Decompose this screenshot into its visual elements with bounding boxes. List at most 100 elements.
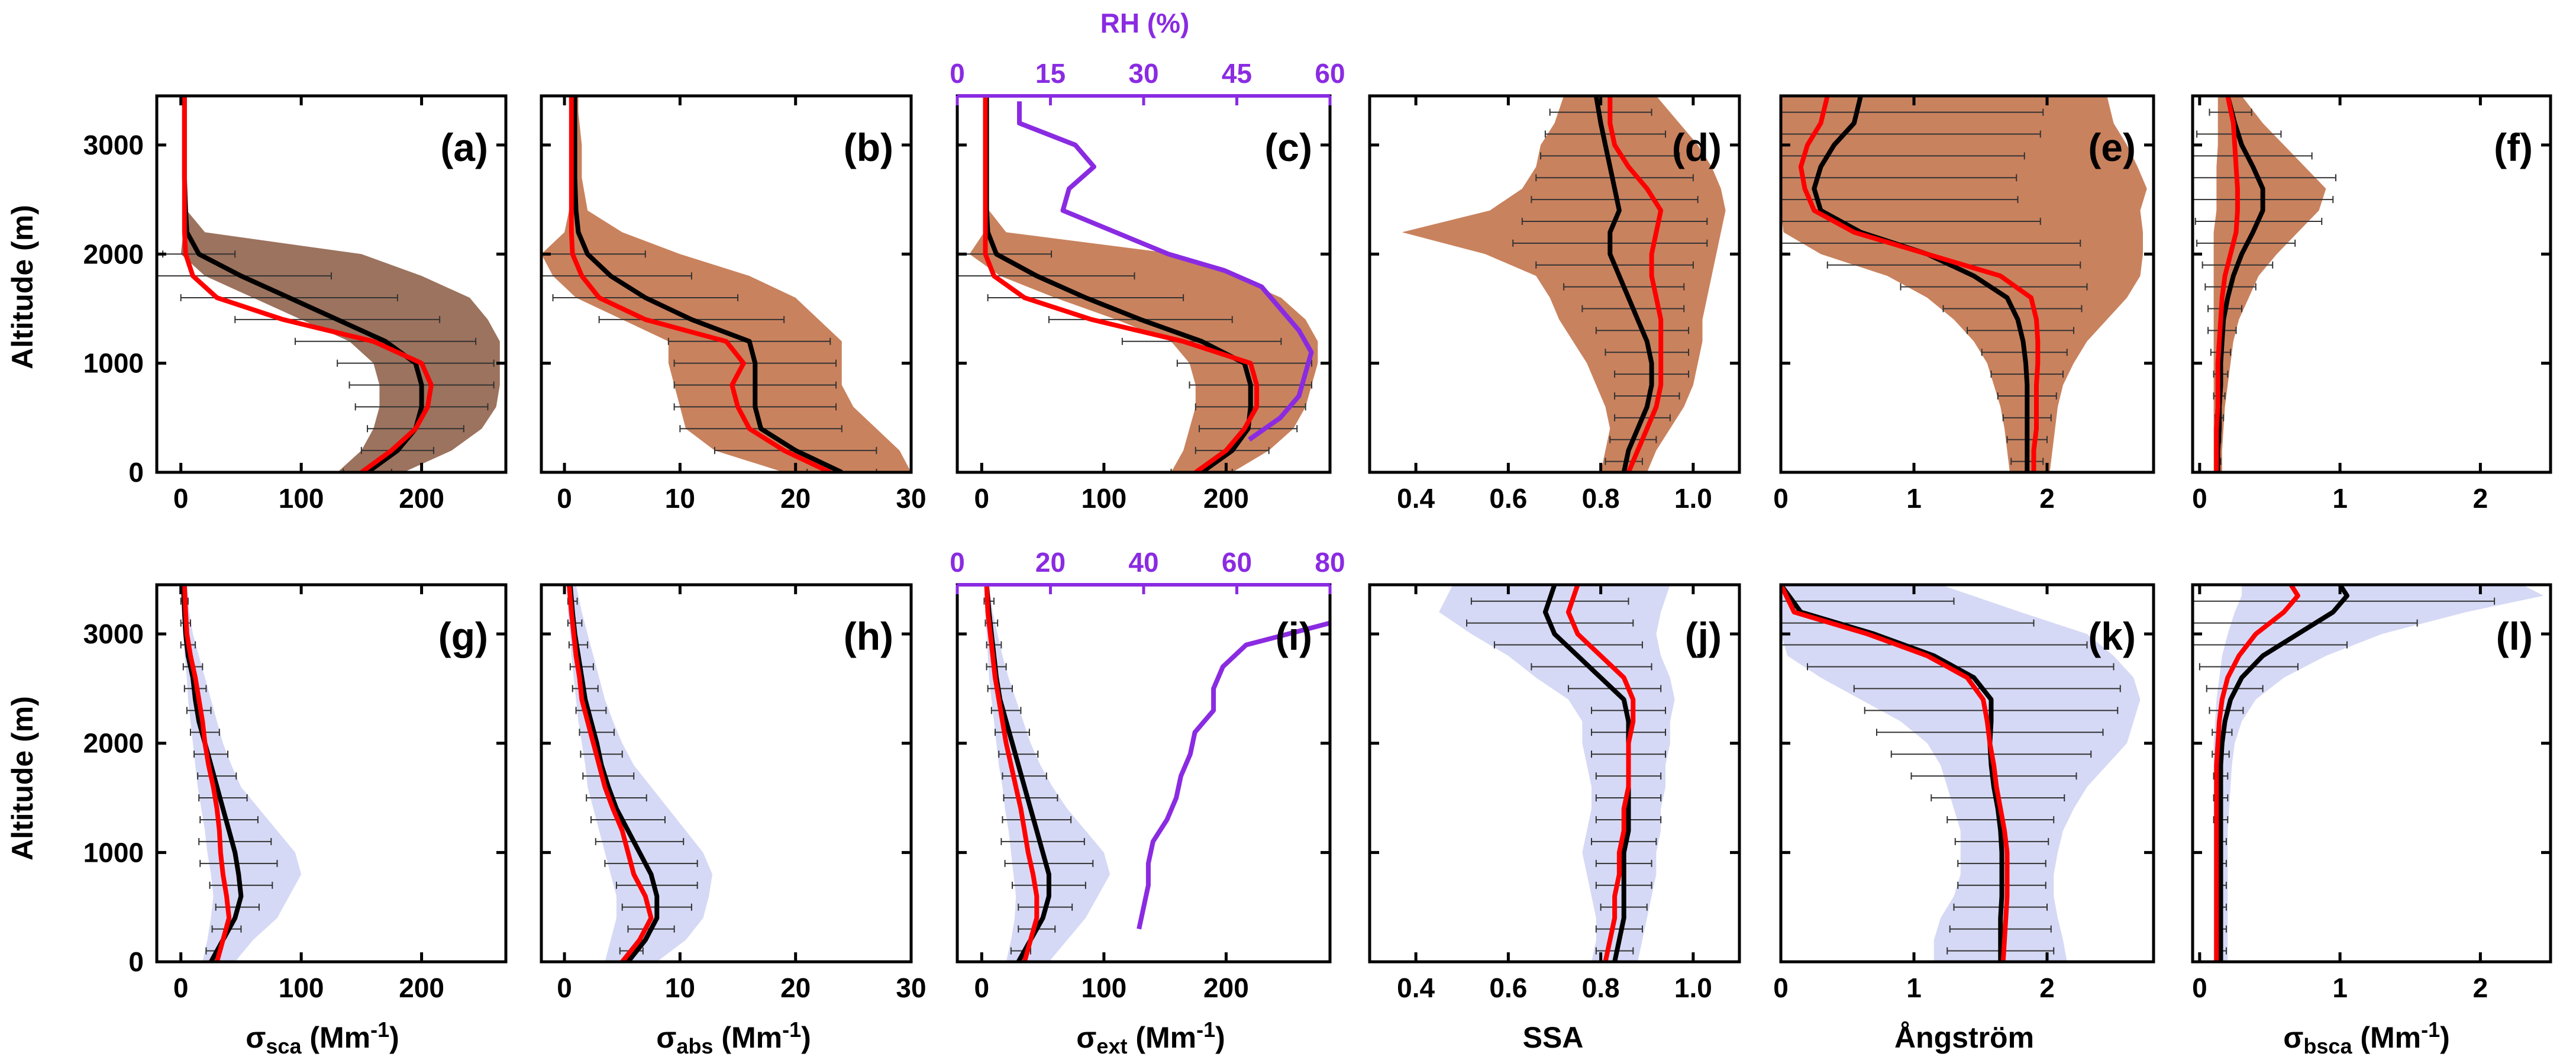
y-tick-label: 0 [128, 946, 144, 977]
plot-area [957, 96, 1318, 472]
plot-area [2193, 96, 2336, 472]
panel-i: 0 100 200 0 20 40 60 80 (i) [950, 547, 1345, 1003]
x-tick-label: 0 [2192, 483, 2207, 514]
rh-tick-label: 30 [1128, 58, 1158, 89]
panel-b: 0 10 20 30 (b) [540, 94, 927, 514]
range-band [2213, 585, 2544, 962]
x-tick-label: 200 [1203, 972, 1249, 1003]
rh-tick-label: 0 [950, 58, 965, 89]
rh-tick-label: 15 [1035, 58, 1066, 89]
panel-frame [155, 94, 508, 474]
x-tick-label: 1 [1906, 483, 1922, 514]
plot-area [157, 96, 500, 472]
x-tick-label: 0 [173, 972, 189, 1003]
range-band [566, 585, 713, 962]
panel-frame [1779, 94, 2155, 474]
range-band [541, 96, 911, 472]
x-axis-label-ext: σext (Mm-1) [1076, 1017, 1225, 1058]
x-tick-label: 0 [557, 972, 572, 1003]
x-tick-label: 1 [2332, 972, 2348, 1003]
x-tick-label: 20 [780, 483, 811, 514]
x-axis-label-abs: σabs (Mm-1) [656, 1017, 811, 1058]
red-line [984, 585, 1040, 962]
x-tick-label: 2 [2039, 972, 2055, 1003]
red-line [182, 585, 232, 962]
x-tick-label: 0 [1773, 972, 1789, 1003]
panel-label: (f) [2494, 125, 2533, 169]
rh-tick-label: 45 [1222, 58, 1252, 89]
red-line [182, 96, 434, 472]
x-tick-label: 10 [665, 483, 695, 514]
x-tick-label: 0.8 [1582, 972, 1620, 1003]
panel-frame [1368, 94, 1741, 474]
panel-frame [1368, 583, 1741, 964]
red-line [1798, 96, 2041, 472]
y-tick-label: 1000 [83, 348, 144, 379]
x-tick-label: 2 [2039, 483, 2055, 514]
x-tick-label: 100 [279, 972, 324, 1003]
y-tick-label: 0 [128, 457, 144, 488]
panel-g: 0 1000 2000 3000 0 100 200 (g) [83, 583, 508, 1003]
panel-frame [540, 94, 913, 474]
plot-area [1781, 585, 2141, 962]
range-band [1781, 585, 2141, 962]
black-line [1593, 96, 1654, 472]
x-tick-label: 30 [896, 483, 926, 514]
x-tick-label: 0.6 [1489, 972, 1527, 1003]
y-tick-label: 3000 [83, 130, 144, 160]
x-axis-label-angstrom: Ångström [1894, 1021, 2034, 1054]
x-tick-label: 200 [399, 483, 444, 514]
x-tick-label: 2 [2473, 483, 2488, 514]
panel-frame [1779, 583, 2155, 964]
panel-label: (h) [844, 614, 893, 658]
panel-l: 0 1 2 (l) [2191, 583, 2552, 1003]
black-line [572, 96, 843, 472]
x-tick-label: 1.0 [1674, 972, 1712, 1003]
panel-j: 0.4 0.6 0.8 1.0 (j) [1368, 583, 1741, 1003]
panel-label: (g) [438, 614, 488, 658]
x-tick-label: 2 [2473, 972, 2488, 1003]
y-tick-label: 1000 [83, 837, 144, 868]
x-tick-label: 100 [1081, 972, 1126, 1003]
x-tick-label: 1.0 [1674, 483, 1712, 514]
rh-tick-label: 20 [1035, 547, 1066, 578]
y-axis-label-top: Altitude (m) [6, 205, 39, 369]
plot-area [1402, 96, 1726, 472]
x-tick-label: 0.4 [1397, 483, 1435, 514]
x-axis-label-sca: σsca (Mm-1) [246, 1017, 399, 1058]
rh-axis-title-top: RH (%) [1100, 8, 1190, 38]
plot-area [1781, 96, 2147, 472]
range-band [1439, 585, 1675, 962]
black-line [2218, 585, 2349, 962]
range-band [182, 585, 302, 962]
panel-h: 0 10 20 30 (h) [540, 583, 927, 1003]
panel-label: (c) [1264, 125, 1312, 169]
panel-frame [2191, 94, 2552, 474]
panel-label: (e) [2088, 125, 2136, 169]
black-line [1812, 96, 2030, 472]
panel-label: (j) [1685, 614, 1722, 658]
x-tick-label: 200 [1203, 483, 1249, 514]
panel-a: 0 1000 2000 3000 0 100 200 (a) [83, 94, 508, 514]
red-line [1781, 585, 2010, 962]
panel-label: (l) [2496, 614, 2533, 658]
x-tick-label: 0.6 [1489, 483, 1527, 514]
rh-tick-label: 60 [1222, 547, 1252, 578]
red-line [1565, 585, 1636, 962]
x-tick-label: 100 [279, 483, 324, 514]
y-tick-label: 2000 [83, 239, 144, 269]
x-tick-label: 20 [780, 972, 811, 1003]
panel-label: (k) [2088, 614, 2136, 658]
rh-line [1137, 620, 1330, 930]
y-tick-label: 3000 [83, 619, 144, 649]
y-axis-label-bottom: Altitude (m) [6, 696, 39, 861]
x-tick-label: 100 [1081, 483, 1126, 514]
plot-area [2193, 585, 2544, 962]
x-axis-label-ssa: SSA [1523, 1021, 1584, 1054]
red-line [566, 585, 654, 962]
rh-tick-label: 60 [1315, 58, 1345, 89]
red-line [983, 96, 1260, 472]
panel-c: 0 100 200 0 15 30 45 60 (c) [950, 58, 1345, 514]
red-line [2214, 585, 2300, 962]
panel-label: (b) [844, 125, 893, 169]
